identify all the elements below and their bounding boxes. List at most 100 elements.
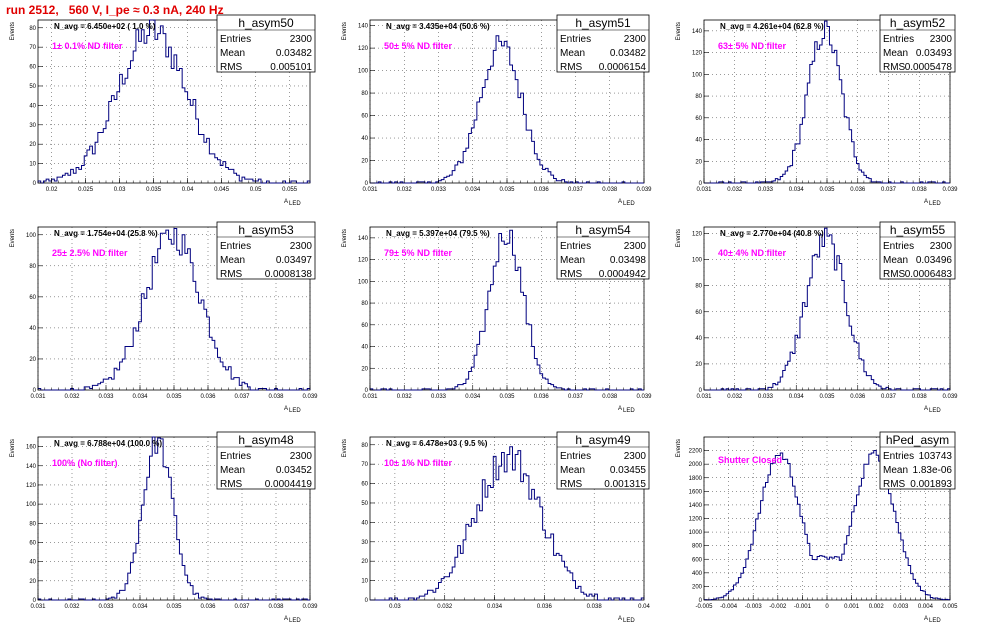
x-tick-label: 0.032 xyxy=(727,394,743,400)
histogram-line xyxy=(704,20,950,184)
y-tick-label: 140 xyxy=(358,24,369,30)
filter-label: Shutter Closed xyxy=(718,455,782,465)
x-tick-label: 0.038 xyxy=(602,187,618,193)
x-axis-label-subscript: LED xyxy=(929,201,941,207)
y-tick-label: 30 xyxy=(29,123,36,129)
x-tick-label: -0.004 xyxy=(720,604,738,610)
stats-value-mean: 0.03496 xyxy=(916,255,953,266)
x-axis-label: A xyxy=(924,406,928,412)
x-tick-label: 0.031 xyxy=(696,187,712,193)
x-tick-label: 0.04 xyxy=(638,604,650,610)
navg-label: N_avg = 6.788e+04 (100.0 %) xyxy=(54,439,162,448)
y-tick-label: 60 xyxy=(361,323,368,329)
navg-label: N_avg = 2.770e+04 (40.8 %) xyxy=(720,229,824,238)
x-axis-label-subscript: LED xyxy=(289,201,301,207)
x-tick-label: 0.025 xyxy=(78,187,94,193)
x-tick-label: 0.031 xyxy=(30,604,46,610)
stats-label-mean: Mean xyxy=(883,48,908,59)
stats-label-entries: Entries xyxy=(220,451,251,462)
x-tick-label: 0.039 xyxy=(636,187,652,193)
stats-value-rms: 0.0008138 xyxy=(265,269,313,280)
stats-value-rms: 0.005101 xyxy=(270,62,312,73)
stats-box-frame xyxy=(216,14,316,73)
y-tick-label: 0 xyxy=(33,388,37,394)
navg-label: N_avg = 5.397e+04 (79.5 %) xyxy=(386,229,490,238)
x-tick-label: 0.037 xyxy=(568,394,584,400)
x-tick-label: 0.039 xyxy=(636,394,652,400)
y-tick-label: 120 xyxy=(358,46,369,52)
x-tick-label: 0.033 xyxy=(98,394,114,400)
x-tick-label: 0.002 xyxy=(869,604,885,610)
y-tick-label: 0 xyxy=(33,181,37,187)
x-tick-label: 0.034 xyxy=(132,394,148,400)
y-axis-label: Events xyxy=(342,22,348,40)
stats-box-frame xyxy=(556,14,650,73)
stats-label-rms: RMS xyxy=(883,62,906,73)
x-tick-label: 0 xyxy=(825,604,829,610)
x-axis-label: A xyxy=(284,406,288,412)
stats-value-mean: 0.03497 xyxy=(276,255,313,266)
stats-value-rms: 0.0004419 xyxy=(265,479,313,490)
stats-label-rms: RMS xyxy=(220,479,243,490)
histogram-line xyxy=(370,446,645,601)
y-tick-label: 20 xyxy=(361,366,368,372)
x-tick-label: 0.055 xyxy=(282,187,298,193)
y-tick-label: 40 xyxy=(29,326,36,332)
x-tick-label: 0.035 xyxy=(499,394,515,400)
y-tick-label: 1600 xyxy=(689,489,703,495)
x-axis-label: A xyxy=(618,406,622,412)
x-tick-label: 0.038 xyxy=(268,604,284,610)
stats-label-entries: Entries xyxy=(220,34,251,45)
x-tick-label: 0.004 xyxy=(918,604,934,610)
x-tick-label: -0.002 xyxy=(769,604,787,610)
stats-label-rms: RMS xyxy=(883,269,906,280)
stats-title: hPed_asym xyxy=(886,433,949,447)
y-tick-label: 0 xyxy=(699,181,703,187)
x-tick-label: 0.036 xyxy=(850,187,866,193)
stats-label-mean: Mean xyxy=(883,255,908,266)
stats-label-mean: Mean xyxy=(560,48,585,59)
x-tick-label: 0.032 xyxy=(64,394,80,400)
histogram-line xyxy=(370,35,644,184)
x-tick-label: 0.035 xyxy=(166,394,182,400)
stats-label-rms: RMS xyxy=(220,269,243,280)
stats-title: h_asym50 xyxy=(238,16,294,30)
x-tick-label: 0.04 xyxy=(182,187,194,193)
stats-value-entries: 2300 xyxy=(624,241,647,252)
y-tick-label: 40 xyxy=(695,336,702,342)
page-title: run 2512, 560 V, I_pe ≈ 0.3 nA, 240 Hz xyxy=(6,3,224,17)
stats-value-mean: 1.83e-06 xyxy=(913,465,953,476)
stats-box: h_asym49 Entries 2300 Mean 0.03455 RMS 0.00131… xyxy=(556,431,650,490)
y-tick-label: 10 xyxy=(361,579,368,585)
x-tick-label: 0.035 xyxy=(499,187,515,193)
x-axis-label: A xyxy=(924,616,928,622)
filter-label: 1± 0.1% ND filter xyxy=(52,41,123,51)
y-axis-label: Events xyxy=(342,229,348,247)
stats-title: h_asym49 xyxy=(575,433,631,447)
y-tick-label: 120 xyxy=(26,483,37,489)
stats-label-rms: RMS xyxy=(560,479,583,490)
x-tick-label: 0.034 xyxy=(465,187,481,193)
x-tick-label: 0.001 xyxy=(844,604,860,610)
stats-box: h_asym53 Entries 2300 Mean 0.03497 RMS 0.00081… xyxy=(216,221,316,280)
x-tick-label: -0.003 xyxy=(745,604,763,610)
stats-value-mean: 0.03452 xyxy=(276,465,313,476)
navg-label: N_avg = 6.478e+03 ( 9.5 %) xyxy=(386,439,488,448)
stats-value-entries: 2300 xyxy=(624,451,647,462)
y-axis-label: Events xyxy=(676,22,682,40)
navg-label: N_avg = 1.754e+04 (25.8 %) xyxy=(54,229,158,238)
stats-title: h_asym53 xyxy=(238,223,294,237)
stats-label-rms: RMS xyxy=(560,269,583,280)
x-axis-label-subscript: LED xyxy=(623,201,635,207)
y-tick-label: 80 xyxy=(361,301,368,307)
stats-title: h_asym51 xyxy=(575,16,631,30)
y-tick-label: 80 xyxy=(29,26,36,32)
stats-label-entries: Entries xyxy=(220,241,251,252)
y-tick-label: 60 xyxy=(695,116,702,122)
x-axis-label: A xyxy=(284,616,288,622)
stats-value-entries: 2300 xyxy=(290,34,313,45)
x-tick-label: 0.039 xyxy=(942,187,958,193)
navg-label: N_avg = 3.435e+04 (50.6 %) xyxy=(386,22,490,31)
x-tick-label: 0.034 xyxy=(789,187,805,193)
